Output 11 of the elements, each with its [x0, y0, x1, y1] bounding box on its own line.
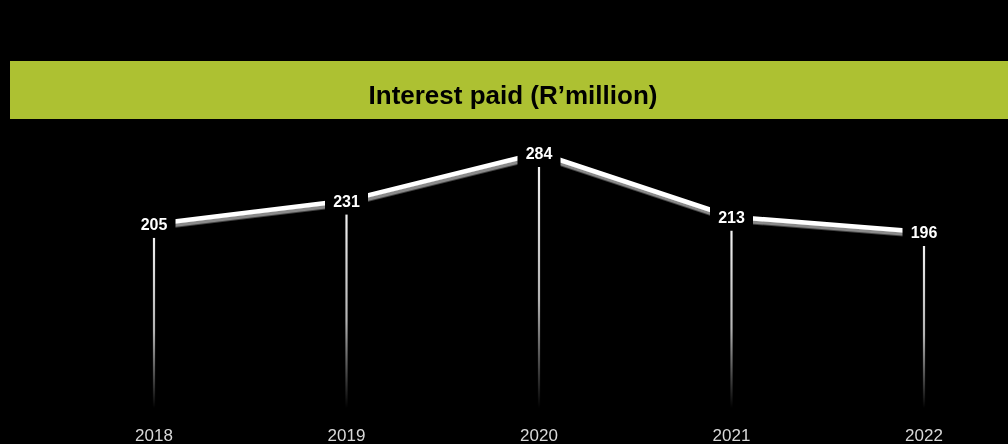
data-label: 284 — [525, 145, 553, 162]
data-label: 196 — [910, 224, 938, 242]
x-tick-label: 2021 — [712, 426, 751, 444]
x-tick-label: 2019 — [327, 426, 366, 444]
data-label: 205 — [140, 215, 168, 233]
chart-title: Interest paid (R’million) — [368, 80, 658, 110]
x-tick-label: 2020 — [520, 426, 558, 444]
data-label: 213 — [718, 208, 745, 226]
x-tick-label: 2018 — [135, 426, 173, 444]
data-label: 231 — [333, 192, 360, 210]
x-tick-label: 2022 — [905, 426, 943, 444]
